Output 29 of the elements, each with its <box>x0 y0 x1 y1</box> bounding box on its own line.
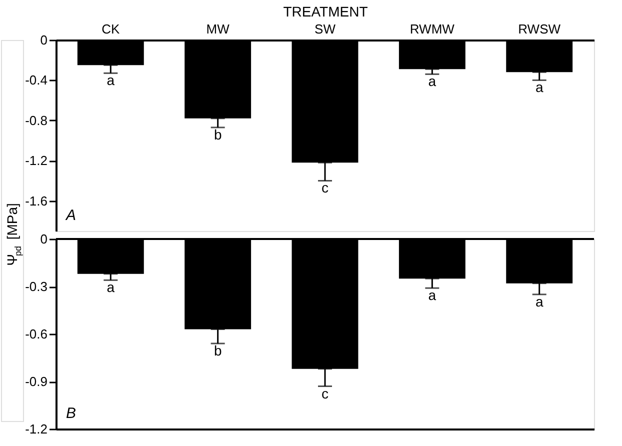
y-tick-label: 0 <box>40 232 48 246</box>
x-axis-title: TREATMENT <box>283 4 368 20</box>
y-tick-label: -1.2 <box>25 422 48 436</box>
y-tick-label: -0.3 <box>25 279 48 294</box>
y-axis-title: Ψpd [MPa] <box>4 203 23 266</box>
annotation: a <box>535 79 544 96</box>
x-tick-label: RWSW <box>518 22 562 36</box>
y-tick-label: -0.4 <box>25 72 48 88</box>
y-tick-label: -0.8 <box>25 112 48 128</box>
annotation: b <box>214 126 222 142</box>
y-tick-label: -0.6 <box>25 326 48 342</box>
annotation: b <box>214 342 222 358</box>
x-tick-label: CK <box>102 22 120 36</box>
annotation: c <box>322 180 328 196</box>
annotation: A <box>65 207 76 224</box>
annotation: a <box>106 72 115 88</box>
x-tick-label: SW <box>314 22 336 36</box>
annotation: a <box>428 287 436 304</box>
y-tick-label: 0 <box>40 32 48 48</box>
x-tick-label: RWMW <box>410 22 456 36</box>
x-tick-label: MW <box>206 22 230 36</box>
annotation: a <box>428 73 436 90</box>
annotation: B <box>66 405 76 422</box>
annotation: a <box>535 293 544 310</box>
y-tick-label: -1.6 <box>25 193 48 208</box>
y-tick-label: -1.2 <box>25 153 48 168</box>
y-tick-label: -0.9 <box>25 374 48 389</box>
annotation: c <box>322 385 328 402</box>
annotation: a <box>106 279 115 296</box>
